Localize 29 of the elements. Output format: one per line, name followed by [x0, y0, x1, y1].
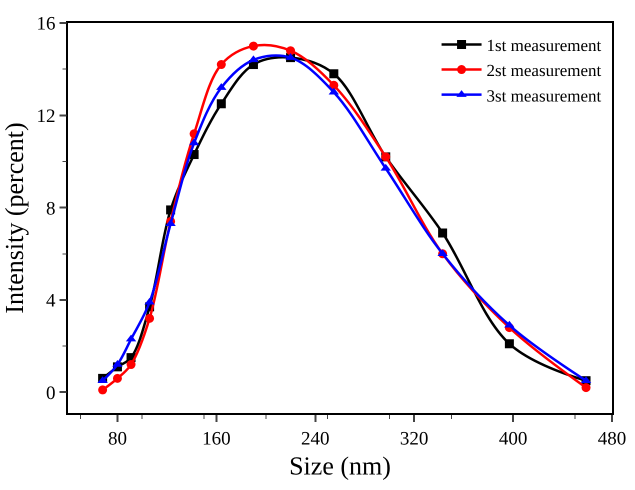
point [112, 374, 122, 383]
point [145, 314, 154, 323]
x-tick-label: 80 [108, 428, 127, 450]
legend-label: 3st measurement [486, 86, 602, 106]
point [248, 42, 258, 51]
x-tick-label: 480 [598, 428, 626, 450]
point [380, 164, 391, 171]
y-axis-title: Intensity (percent) [0, 122, 29, 314]
x-axis-title: Size (nm) [289, 452, 391, 481]
x-tick-label: 320 [400, 428, 428, 450]
x-tick-label: 400 [498, 428, 528, 450]
y-tick-label: 16 [36, 14, 56, 35]
point [329, 69, 338, 78]
x-tick-label: 160 [202, 428, 231, 450]
point [286, 46, 296, 56]
x-tick-label: 240 [301, 428, 330, 450]
point [504, 339, 514, 348]
point [98, 385, 108, 394]
y-tick-label: 0 [46, 382, 56, 404]
point [216, 60, 226, 70]
y-tick-label: 8 [46, 198, 56, 220]
y-tick-label: 12 [36, 106, 56, 127]
point [216, 99, 226, 108]
legend-label: 2st measurement [486, 61, 602, 80]
point [582, 383, 591, 392]
legend-label: 1st measurement [486, 36, 602, 56]
point [126, 360, 136, 370]
y-tick-label: 4 [46, 290, 56, 312]
point [438, 228, 448, 238]
